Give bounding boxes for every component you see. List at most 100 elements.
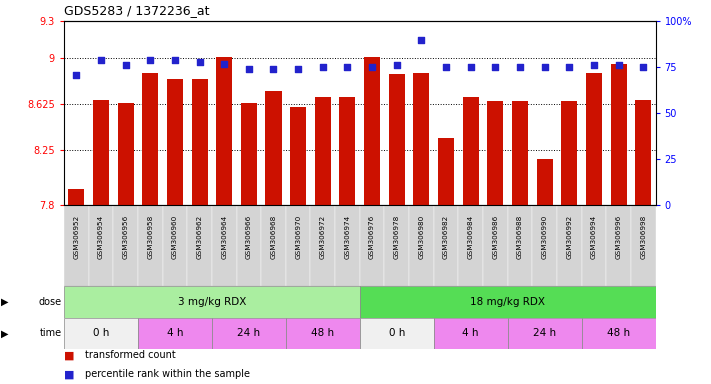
Bar xyxy=(409,205,434,286)
Point xyxy=(490,64,501,70)
Bar xyxy=(512,101,528,205)
Text: GSM306984: GSM306984 xyxy=(468,215,474,259)
Bar xyxy=(582,318,656,349)
Text: GSM306980: GSM306980 xyxy=(418,215,424,259)
Bar xyxy=(286,205,311,286)
Text: GDS5283 / 1372236_at: GDS5283 / 1372236_at xyxy=(64,4,210,17)
Bar xyxy=(335,205,360,286)
Text: 48 h: 48 h xyxy=(311,328,334,338)
Point xyxy=(564,64,575,70)
Bar xyxy=(533,205,557,286)
Text: GSM306996: GSM306996 xyxy=(616,215,621,259)
Point xyxy=(120,62,132,68)
Bar xyxy=(64,286,360,318)
Text: GSM306966: GSM306966 xyxy=(246,215,252,259)
Text: transformed count: transformed count xyxy=(85,350,176,360)
Bar xyxy=(237,205,261,286)
Text: 3 mg/kg RDX: 3 mg/kg RDX xyxy=(178,297,246,307)
Text: GSM306978: GSM306978 xyxy=(394,215,400,259)
Bar xyxy=(360,286,656,318)
Bar xyxy=(438,138,454,205)
Bar xyxy=(360,318,434,349)
Point xyxy=(613,62,624,68)
Bar xyxy=(508,205,533,286)
Bar xyxy=(64,318,138,349)
Bar xyxy=(311,205,335,286)
Bar xyxy=(631,205,656,286)
Bar xyxy=(487,101,503,205)
Bar xyxy=(290,107,306,205)
Bar xyxy=(142,73,159,205)
Bar xyxy=(635,100,651,205)
Text: GSM306970: GSM306970 xyxy=(295,215,301,259)
Text: 48 h: 48 h xyxy=(607,328,630,338)
Bar xyxy=(434,205,459,286)
Text: GSM306994: GSM306994 xyxy=(591,215,597,259)
Point xyxy=(194,59,205,65)
Bar xyxy=(216,57,232,205)
Text: ■: ■ xyxy=(64,350,75,360)
Text: 24 h: 24 h xyxy=(237,328,260,338)
Bar xyxy=(413,73,429,205)
Bar xyxy=(138,318,212,349)
Point xyxy=(70,71,82,78)
Text: GSM306976: GSM306976 xyxy=(369,215,375,259)
Bar xyxy=(483,205,508,286)
Point xyxy=(638,64,649,70)
Text: 4 h: 4 h xyxy=(166,328,183,338)
Text: GSM306992: GSM306992 xyxy=(566,215,572,259)
Bar xyxy=(212,318,286,349)
Bar xyxy=(561,101,577,205)
Bar xyxy=(389,74,405,205)
Point xyxy=(366,64,378,70)
Bar xyxy=(537,159,552,205)
Point xyxy=(416,36,427,43)
Bar xyxy=(265,91,282,205)
Bar xyxy=(64,205,89,286)
Text: GSM306968: GSM306968 xyxy=(270,215,277,259)
Text: 18 mg/kg RDX: 18 mg/kg RDX xyxy=(470,297,545,307)
Bar xyxy=(113,205,138,286)
Text: dose: dose xyxy=(38,297,62,307)
Bar xyxy=(89,205,113,286)
Text: 4 h: 4 h xyxy=(462,328,479,338)
Text: percentile rank within the sample: percentile rank within the sample xyxy=(85,369,250,379)
Bar xyxy=(508,318,582,349)
Bar xyxy=(364,57,380,205)
Bar xyxy=(68,189,85,205)
Text: GSM306956: GSM306956 xyxy=(122,215,129,259)
Text: GSM306954: GSM306954 xyxy=(98,215,104,259)
Text: GSM306998: GSM306998 xyxy=(640,215,646,259)
Text: GSM306962: GSM306962 xyxy=(196,215,203,259)
Bar xyxy=(434,318,508,349)
Bar xyxy=(163,205,187,286)
Bar xyxy=(463,97,479,205)
Point xyxy=(268,66,279,72)
Bar xyxy=(191,79,208,205)
Bar xyxy=(241,103,257,205)
Bar xyxy=(212,205,237,286)
Bar xyxy=(286,318,360,349)
Point xyxy=(342,64,353,70)
Text: GSM306990: GSM306990 xyxy=(542,215,547,259)
Text: GSM306960: GSM306960 xyxy=(172,215,178,259)
Text: ▶: ▶ xyxy=(1,328,9,338)
Point xyxy=(539,64,550,70)
Point xyxy=(440,64,451,70)
Text: 24 h: 24 h xyxy=(533,328,556,338)
Bar xyxy=(611,64,626,205)
Bar xyxy=(582,205,606,286)
Text: GSM306958: GSM306958 xyxy=(147,215,154,259)
Point xyxy=(169,57,181,63)
Point xyxy=(144,57,156,63)
Point xyxy=(317,64,328,70)
Text: GSM306972: GSM306972 xyxy=(320,215,326,259)
Point xyxy=(588,62,599,68)
Bar xyxy=(606,205,631,286)
Point xyxy=(218,60,230,66)
Bar xyxy=(360,205,385,286)
Bar xyxy=(93,100,109,205)
Bar xyxy=(586,73,602,205)
Bar xyxy=(187,205,212,286)
Text: ■: ■ xyxy=(64,369,75,379)
